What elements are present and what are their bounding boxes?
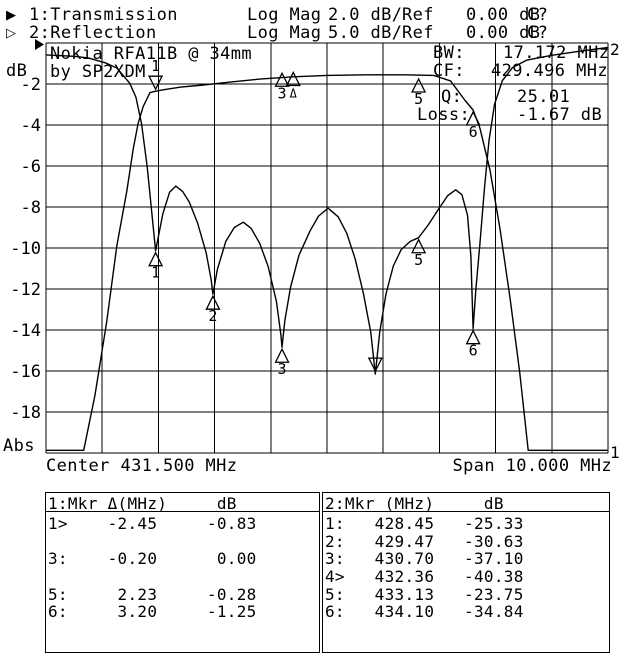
trace1-name: 1:Transmission <box>29 5 178 25</box>
trace1-end-label: 1 <box>610 443 620 462</box>
plot-marker-icon <box>465 329 481 345</box>
plot-marker-icon <box>465 110 481 126</box>
trace-2-reflection <box>45 46 609 375</box>
trace1-ref-value: 0.00 dB <box>466 5 541 25</box>
bw-value: 17.172 MHz <box>503 43 610 63</box>
table-row: 5: 433.13 -23.75 <box>325 584 524 604</box>
plot-marker-label: 5 <box>414 251 423 269</box>
table-row: 2: 429.47 -30.63 <box>325 531 524 551</box>
plot-marker-label: 6 <box>469 123 478 141</box>
marker-table-trace1-rows: 1> -2.45 -0.83 3: -0.20 0.00 5: 2.23 -0.28… <box>46 512 319 622</box>
q-value: 25.01 <box>517 87 571 107</box>
y-tick-label: -4 <box>21 116 41 136</box>
y-tick-label: -6 <box>21 157 41 177</box>
y-axis-abs-label: Abs <box>3 436 35 456</box>
table-row <box>46 532 319 550</box>
table-row: 6: 434.10 -34.84 <box>325 602 524 622</box>
trace2-cal-status: C? <box>527 23 549 43</box>
trace2-ref-value: 0.00 dB <box>466 23 541 43</box>
trace1-scale: 2.0 dB/ <box>328 5 403 25</box>
x-axis-span-label: Span 10.000 MHz <box>452 456 612 476</box>
q-label: Q: <box>441 87 463 107</box>
cf-value: 429.496 MHz <box>491 61 608 81</box>
plot-marker-icon <box>411 238 427 254</box>
table-row: 3: -0.20 0.00 <box>48 549 257 569</box>
y-tick-label: -18 <box>10 403 41 423</box>
trace1-format: Log Mag <box>247 5 322 25</box>
trace2-marker-icon: ▷ <box>6 26 16 41</box>
table-row: 5: 2.23 -0.28 <box>48 584 257 604</box>
marker-table-trace2-rows: 1: 428.45 -25.33 2: 429.47 -30.63 3: 430.7… <box>323 512 609 622</box>
plot-marker-label: 6 <box>469 342 478 360</box>
plot-marker-icon <box>411 77 427 93</box>
ref-level-arrow-icon <box>35 39 44 50</box>
trace1-cal-status: C? <box>527 5 549 25</box>
y-axis-unit-label: dB <box>6 61 28 81</box>
y-tick-label: -16 <box>10 362 41 382</box>
device-title: Nokia RFA11B @ 34mm <box>50 44 253 64</box>
table-row <box>46 567 319 585</box>
trace2-format: Log Mag <box>247 23 322 43</box>
plot-marker-label: 1 <box>151 57 160 75</box>
plot-marker-icon <box>148 251 164 267</box>
trace2-end-label: 2 <box>610 40 620 59</box>
trace2-name: 2:Reflection <box>29 23 157 43</box>
marker-table-trace2-header: 2:Mkr (MHz) dB <box>323 493 609 513</box>
y-tick-label: -10 <box>10 239 41 259</box>
plot-marker-label: Δ <box>290 86 298 100</box>
trace-1-transmission <box>46 74 608 451</box>
cf-label: CF: <box>433 61 465 81</box>
table-row: 1> -2.45 -0.83 <box>48 514 257 533</box>
device-author: by SP2XDM <box>50 62 146 82</box>
plot-marker-label: 3 <box>278 84 287 102</box>
plot-marker-icon <box>148 75 164 91</box>
loss-label: Loss: <box>417 105 471 125</box>
plot-marker-label: 5 <box>414 90 423 108</box>
y-tick-label: -14 <box>10 321 41 341</box>
y-tick-label: -8 <box>21 198 41 218</box>
table-row: 4> 432.36 -40.38 <box>325 567 524 587</box>
trace2-scale: 5.0 dB/ <box>328 23 403 43</box>
marker-table-trace1: 1:Mkr Δ(MHz) dB 1> -2.45 -0.83 3: -0.20 0… <box>45 492 320 653</box>
trace1-marker-icon: ▶ <box>6 8 16 23</box>
plot-marker-label: 1 <box>151 264 160 282</box>
plot-marker-icon <box>274 71 290 87</box>
x-axis-center-label: Center 431.500 MHz <box>46 456 238 476</box>
y-tick-label: -12 <box>10 280 41 300</box>
trace2-ref-label: Ref <box>402 23 434 43</box>
plot-marker-label: 2 <box>208 307 217 325</box>
trace1-ref-label: Ref <box>402 5 434 25</box>
plot-marker-icon <box>205 294 221 310</box>
table-row: 6: 3.20 -1.25 <box>48 602 257 622</box>
bw-label: BW: <box>433 43 465 63</box>
plot-marker-icon <box>285 70 301 87</box>
table-row: 1: 428.45 -25.33 <box>325 514 524 533</box>
table-row: 3: 430.70 -37.10 <box>325 549 524 569</box>
loss-value: -1.67 dB <box>517 105 603 125</box>
y-tick-label: -2 <box>21 75 41 95</box>
plot-marker-label: 3 <box>278 360 287 378</box>
marker-table-trace2: 2:Mkr (MHz) dB 1: 428.45 -25.33 2: 429.47… <box>322 492 610 653</box>
plot-marker-icon <box>274 347 290 363</box>
plot-marker-icon <box>367 357 383 373</box>
marker-table-trace1-header: 1:Mkr Δ(MHz) dB <box>46 493 319 513</box>
